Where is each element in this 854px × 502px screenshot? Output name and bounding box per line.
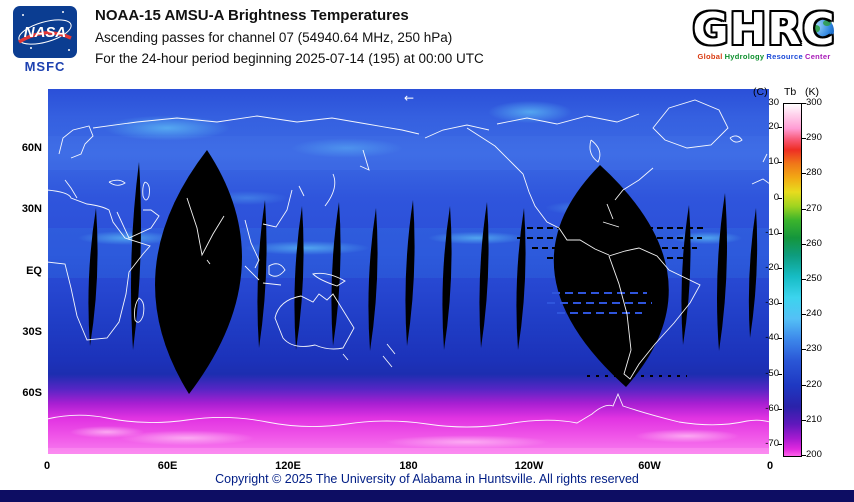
data-gap-swaths: [88, 150, 758, 394]
kelvin-tick-label: 200: [806, 449, 822, 460]
colorbar-header-celsius: (C): [753, 86, 768, 98]
celsius-tick-mark: [778, 338, 782, 340]
celsius-tick-mark: [778, 127, 782, 129]
lat-tick-label: 60N: [21, 142, 42, 155]
page-period: For the 24-hour period beginning 2025-07…: [95, 51, 484, 66]
lon-tick-label: 60W: [638, 460, 661, 472]
ghrc-letters: GHR C: [678, 2, 850, 58]
celsius-tick-mark: [778, 197, 782, 199]
celsius-tick-mark: [778, 373, 782, 375]
celsius-tick-label: 30: [768, 97, 779, 108]
lat-tick-label: 60S: [22, 386, 42, 399]
celsius-tick-label: -10: [765, 226, 779, 238]
celsius-tick-label: 0: [773, 191, 779, 203]
kelvin-tick-label: 300: [806, 97, 822, 108]
celsius-tick-label: -40: [765, 332, 779, 344]
celsius-tick-mark: [778, 443, 782, 445]
lon-tick-label: 0: [766, 460, 774, 472]
lon-tick-label: 120E: [275, 460, 301, 472]
nasa-red-swoosh: [18, 31, 72, 44]
celsius-tick-label: 10: [768, 156, 779, 168]
celsius-tick-label: -50: [765, 367, 779, 379]
lat-tick-label: 30N: [21, 203, 42, 216]
brightness-temperature-map: ←: [47, 88, 770, 455]
kelvin-tick-mark: [802, 173, 806, 175]
celsius-tick-mark: [778, 303, 782, 305]
page-subtitle: Ascending passes for channel 07 (54940.6…: [95, 30, 453, 45]
kelvin-tick-mark: [802, 349, 806, 351]
colorbar-gradient: [783, 103, 802, 457]
ghrc-tagline-word: Center: [804, 52, 831, 61]
globe-icon: [803, 16, 834, 47]
celsius-tick-label: -70: [765, 437, 779, 449]
celsius-tick-label: -20: [765, 261, 779, 273]
kelvin-tick-mark: [802, 103, 806, 104]
colorbar-header-kelvin: (K): [805, 86, 819, 98]
ghrc-letter-c: C: [802, 4, 836, 55]
lat-tick-label: 30S: [22, 325, 42, 338]
kelvin-tick-mark: [802, 243, 806, 245]
kelvin-tick-label: 260: [806, 237, 822, 249]
nasa-logo-text: NASA: [24, 24, 67, 41]
kelvin-tick-label: 270: [806, 202, 822, 214]
celsius-tick-mark: [778, 267, 782, 269]
kelvin-tick-label: 280: [806, 167, 822, 179]
celsius-tick-label: 20: [768, 121, 779, 133]
kelvin-tick-label: 290: [806, 132, 822, 144]
celsius-tick-mark: [778, 408, 782, 410]
lon-tick-label: 60E: [157, 460, 178, 472]
ghrc-tagline-word: Global: [697, 52, 723, 61]
ghrc-tagline-word: Resource: [766, 52, 803, 61]
colorbar-header-tb: Tb: [784, 86, 797, 98]
footer-bar: [0, 490, 854, 502]
kelvin-tick-label: 220: [806, 378, 822, 390]
lon-tick-label: 180: [399, 460, 418, 472]
ghrc-tagline: Global Hydrology Resource Center: [678, 52, 850, 61]
kelvin-tick-label: 240: [806, 308, 822, 320]
celsius-tick-label: -30: [765, 297, 779, 309]
header-titles: NOAA-15 AMSU-A Brightness Temperatures A…: [95, 7, 615, 72]
lon-tick-label: 0: [43, 460, 51, 472]
swath-direction-arrow: ←: [404, 91, 414, 105]
kelvin-tick-label: 210: [806, 413, 822, 425]
ghrc-tagline-word: Hydrology: [724, 52, 765, 61]
kelvin-tick-label: 250: [806, 273, 822, 284]
celsius-tick-mark: [778, 162, 782, 164]
kelvin-tick-mark: [802, 208, 806, 210]
kelvin-tick-mark: [802, 455, 806, 456]
kelvin-tick-mark: [802, 314, 806, 316]
lon-tick-label: 120W: [514, 460, 544, 472]
kelvin-tick-mark: [802, 138, 806, 140]
celsius-tick-label: -60: [765, 402, 779, 414]
page-title: NOAA-15 AMSU-A Brightness Temperatures: [95, 7, 409, 24]
scanline-artifacts: [517, 227, 707, 377]
map-frame: [47, 88, 770, 455]
colorbar: (C) Tb (K) 300 290 280 270 260 250 240 230 220 21…: [747, 86, 851, 460]
ghrc-logo: GHR C Global Hydrology Resource Center: [678, 2, 850, 61]
msfc-label: MSFC: [24, 59, 66, 74]
lat-tick-label: EQ: [26, 264, 42, 277]
nasa-orbit-ellipse: [18, 19, 72, 45]
kelvin-tick-mark: [802, 279, 806, 280]
nasa-msfc-logo: NASA: [13, 6, 77, 58]
copyright-text: Copyright © 2025 The University of Alaba…: [215, 472, 639, 486]
celsius-tick-mark: [778, 232, 782, 234]
ghrc-letters-ghr: GHR: [692, 4, 803, 55]
coastlines: [47, 99, 770, 428]
kelvin-tick-label: 230: [806, 343, 822, 355]
kelvin-tick-mark: [802, 384, 806, 386]
kelvin-tick-mark: [802, 419, 806, 421]
